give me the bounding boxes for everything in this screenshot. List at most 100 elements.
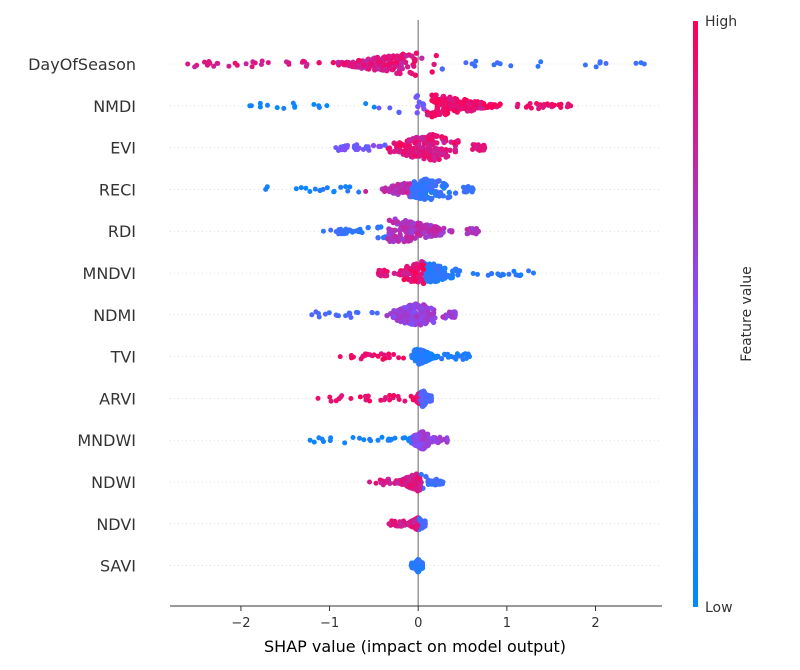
shap-point bbox=[492, 102, 498, 108]
x-tick-label: 0 bbox=[414, 616, 422, 631]
shap-point bbox=[432, 276, 438, 283]
shap-point bbox=[467, 354, 473, 360]
scatter-points bbox=[185, 50, 647, 575]
shap-point bbox=[538, 59, 544, 65]
shap-point bbox=[471, 101, 478, 107]
shap-point bbox=[528, 105, 534, 111]
shap-point bbox=[419, 358, 425, 365]
shap-point bbox=[470, 186, 476, 192]
shap-point bbox=[406, 271, 412, 277]
shap-point bbox=[399, 479, 405, 485]
shap-point bbox=[458, 106, 464, 112]
shap-point bbox=[436, 178, 442, 184]
x-tick-label: −1 bbox=[320, 616, 339, 631]
shap-point bbox=[420, 266, 427, 272]
shap-point bbox=[467, 101, 473, 108]
shap-point bbox=[494, 60, 500, 66]
shap-point bbox=[426, 228, 432, 234]
shap-point bbox=[343, 184, 349, 190]
shap-point bbox=[434, 107, 440, 113]
shap-point bbox=[428, 140, 434, 146]
shap-point bbox=[430, 133, 436, 140]
shap-point bbox=[398, 62, 404, 69]
shap-point bbox=[641, 61, 647, 67]
shap-point bbox=[440, 109, 446, 115]
shap-point bbox=[411, 302, 417, 308]
feature-label: MNDVI bbox=[83, 264, 136, 283]
shap-point bbox=[263, 186, 269, 192]
shap-point bbox=[366, 66, 372, 72]
shap-point bbox=[281, 105, 287, 111]
shap-point bbox=[355, 58, 362, 64]
shap-point bbox=[412, 433, 419, 439]
shap-point bbox=[298, 185, 304, 191]
shap-point bbox=[412, 348, 419, 355]
shap-point bbox=[226, 63, 232, 69]
feature-label: SAVI bbox=[100, 557, 136, 576]
shap-point bbox=[531, 270, 536, 276]
shap-point bbox=[535, 63, 541, 69]
shap-point bbox=[418, 471, 424, 478]
shap-point bbox=[365, 146, 371, 152]
shap-point bbox=[439, 66, 445, 72]
shap-point bbox=[424, 112, 431, 118]
shap-point bbox=[446, 189, 452, 196]
shap-point bbox=[434, 146, 441, 152]
shap-point bbox=[497, 101, 503, 107]
shap-point bbox=[293, 186, 299, 192]
shap-point bbox=[451, 140, 457, 146]
shap-point bbox=[409, 53, 415, 59]
shap-point bbox=[413, 317, 419, 324]
shap-point bbox=[452, 355, 457, 360]
shap-point bbox=[419, 352, 425, 359]
shap-point bbox=[401, 276, 407, 283]
shap-point bbox=[425, 146, 432, 152]
shap-point bbox=[388, 60, 395, 66]
shap-point bbox=[411, 63, 417, 69]
shap-point bbox=[506, 271, 512, 277]
shap-point bbox=[374, 310, 380, 316]
shap-point bbox=[378, 480, 384, 486]
shap-point bbox=[420, 429, 426, 435]
shap-point bbox=[383, 395, 388, 400]
shap-point bbox=[274, 105, 280, 111]
shap-point bbox=[411, 437, 417, 444]
shap-point bbox=[477, 100, 483, 106]
shap-point bbox=[407, 309, 413, 315]
shap-point bbox=[331, 188, 337, 194]
x-tick-label: 1 bbox=[503, 616, 511, 631]
shap-point bbox=[411, 309, 417, 315]
shap-point bbox=[386, 521, 392, 527]
x-tick-label: −2 bbox=[231, 616, 250, 631]
shap-point bbox=[357, 435, 362, 441]
shap-point bbox=[394, 219, 401, 225]
shap-point bbox=[439, 356, 445, 362]
shap-point bbox=[371, 104, 377, 110]
shap-point bbox=[206, 59, 212, 64]
shap-point bbox=[431, 61, 437, 68]
shap-point bbox=[367, 479, 372, 485]
shap-point bbox=[403, 152, 410, 159]
shap-point bbox=[417, 272, 423, 278]
shap-point bbox=[386, 217, 393, 223]
shap-point bbox=[409, 234, 415, 241]
shap-point bbox=[303, 185, 309, 191]
shap-point bbox=[387, 105, 393, 111]
shap-point bbox=[395, 147, 401, 153]
shap-point bbox=[185, 61, 191, 67]
shap-point bbox=[339, 147, 345, 153]
shap-point bbox=[417, 476, 423, 482]
shap-point bbox=[429, 69, 435, 75]
shap-point bbox=[433, 52, 439, 59]
shap-point bbox=[536, 103, 542, 109]
shap-point bbox=[397, 70, 403, 77]
feature-label: EVI bbox=[110, 139, 136, 158]
shap-point bbox=[403, 234, 410, 240]
shap-point bbox=[445, 354, 451, 360]
shap-point bbox=[408, 563, 414, 569]
shap-point bbox=[427, 353, 433, 359]
shap-point bbox=[382, 185, 388, 191]
shap-point bbox=[410, 220, 417, 226]
shap-point bbox=[418, 397, 424, 403]
shap-point bbox=[384, 479, 390, 485]
